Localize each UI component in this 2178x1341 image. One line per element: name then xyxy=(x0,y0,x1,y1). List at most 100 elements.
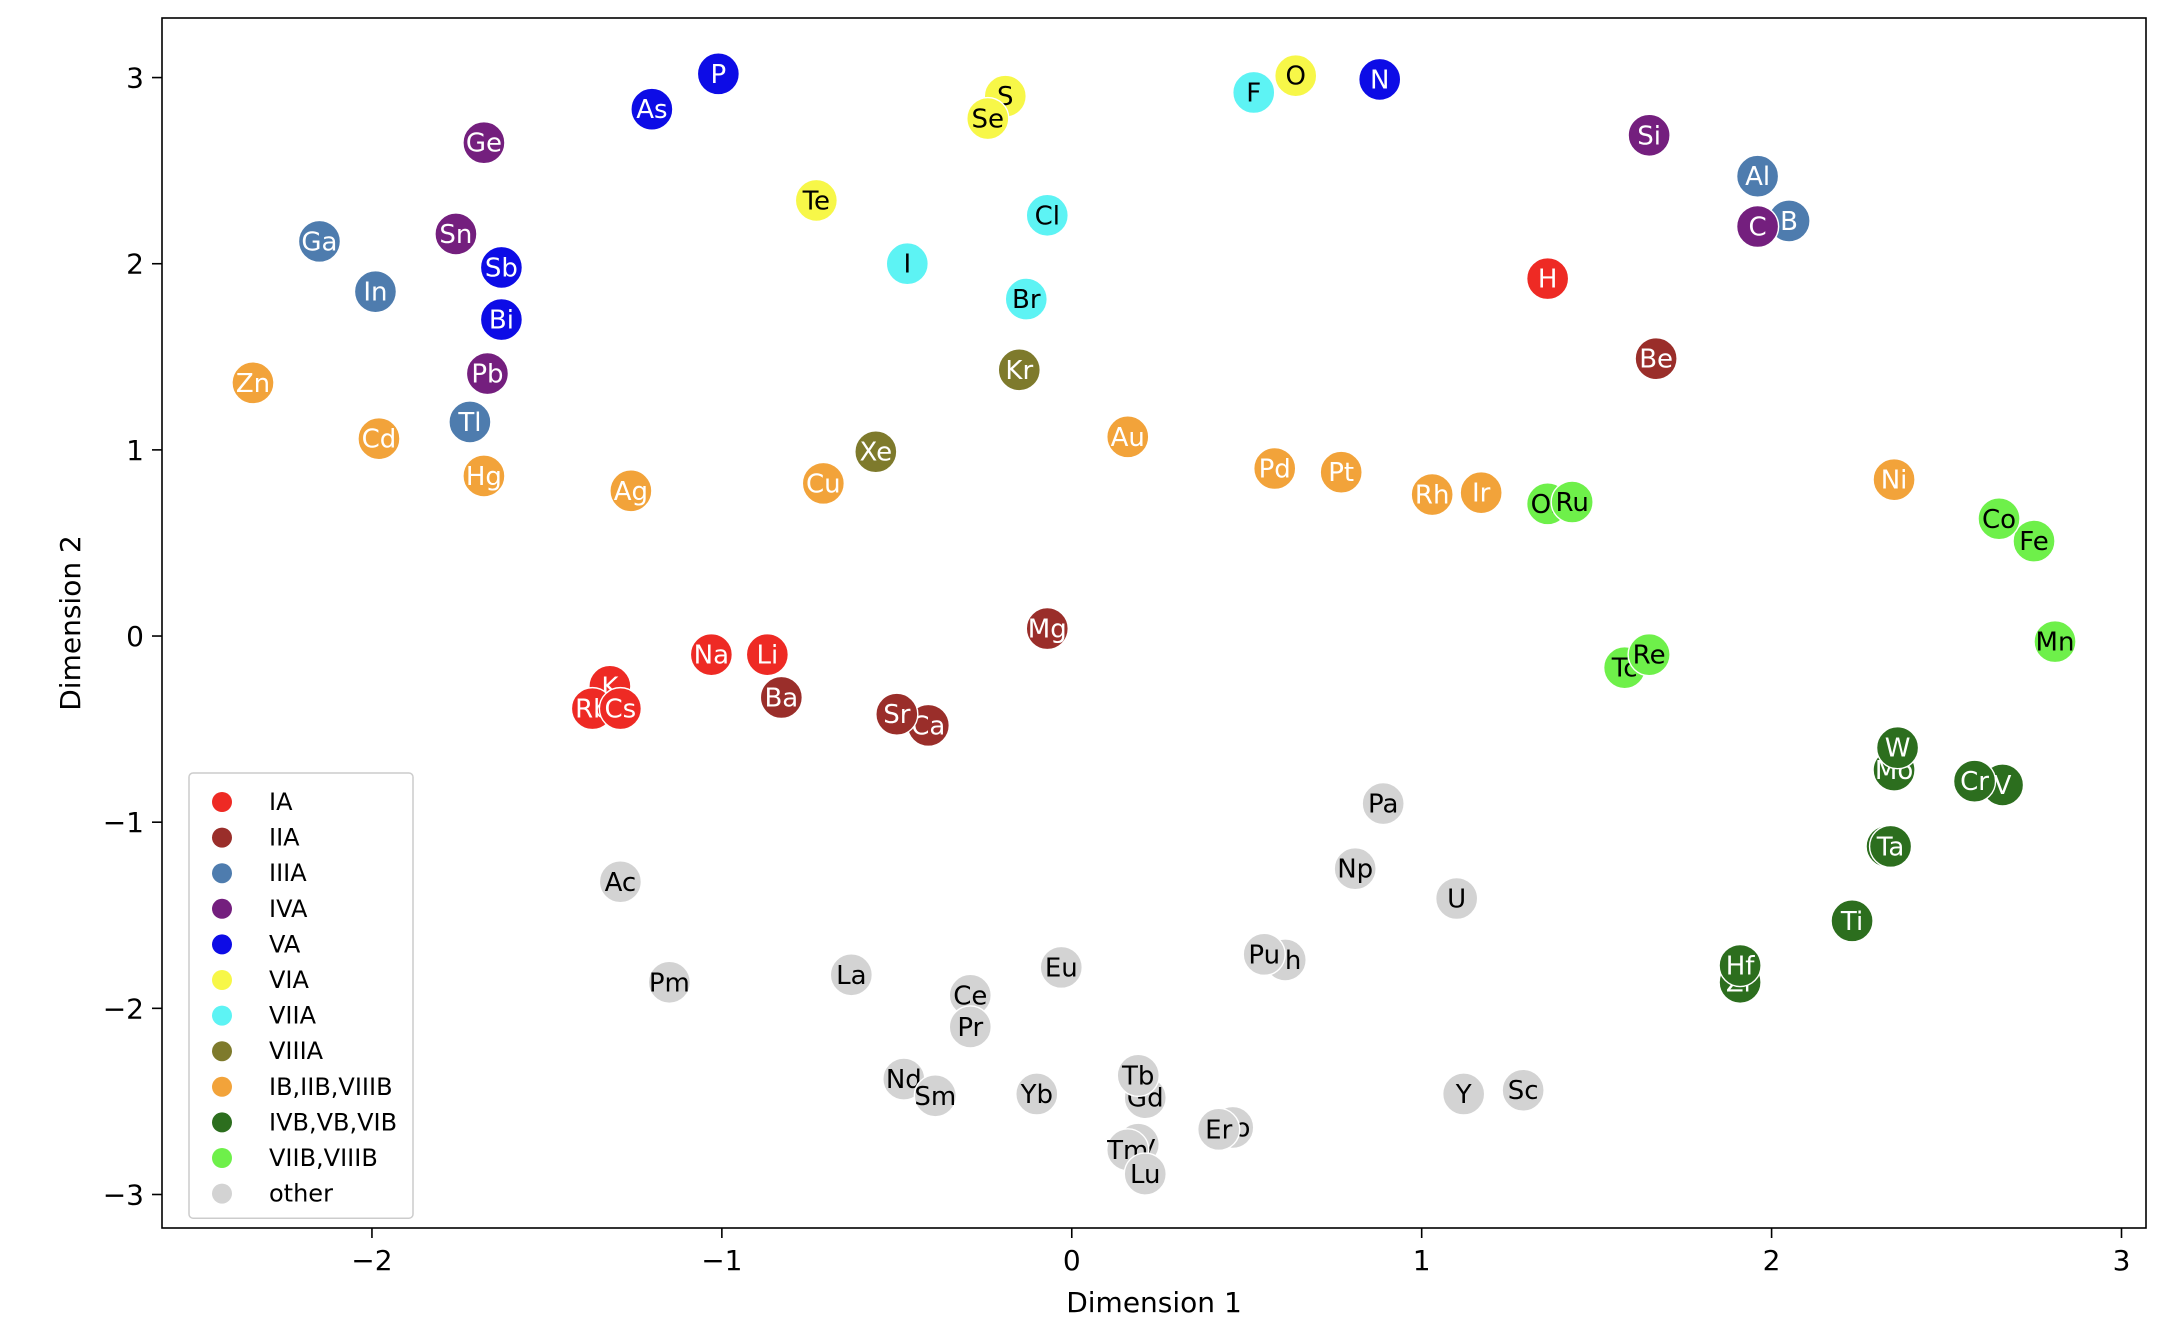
data-point-ag: Ag xyxy=(609,469,653,513)
point-marker xyxy=(1872,457,1916,502)
legend-item: VIIA xyxy=(212,1002,317,1030)
legend-marker xyxy=(212,863,232,884)
point-marker xyxy=(1004,277,1048,321)
point-marker xyxy=(609,469,653,513)
legend-label: IVA xyxy=(269,895,308,923)
data-point-zn: Zn xyxy=(231,361,275,405)
legend-marker xyxy=(212,1183,232,1204)
point-label: H xyxy=(1538,265,1558,295)
legend-label: IA xyxy=(269,788,293,816)
point-marker xyxy=(1253,446,1297,491)
point-label: Ta xyxy=(1876,832,1905,862)
legend-item: IIIA xyxy=(212,859,307,887)
y-tick-label: 3 xyxy=(126,62,144,95)
data-point-tl: Tl xyxy=(448,400,492,444)
legend-label: IB,IIB,VIIIB xyxy=(269,1073,393,1101)
data-point-li: Li xyxy=(745,632,790,677)
data-point-mg: Mg xyxy=(1025,606,1069,651)
point-marker xyxy=(1116,1053,1160,1098)
legend-marker xyxy=(212,1076,232,1097)
data-point-sc: Sc xyxy=(1501,1068,1545,1112)
point-marker xyxy=(1039,945,1083,990)
point-marker xyxy=(1319,450,1363,494)
point-label: Cr xyxy=(1960,767,1989,797)
data-point-cd: Cd xyxy=(357,417,401,461)
y-axis-label: Dimension 2 xyxy=(54,535,87,711)
point-marker xyxy=(854,430,898,474)
point-label: Co xyxy=(1982,505,2016,535)
data-point-y: Y xyxy=(1441,1072,1486,1116)
data-point-xe: Xe xyxy=(854,430,898,474)
point-marker xyxy=(1197,1107,1241,1152)
point-label: Hg xyxy=(466,462,502,492)
point-label: Re xyxy=(1633,641,1666,671)
point-label: La xyxy=(836,961,866,991)
data-point-be: Be xyxy=(1634,336,1678,381)
point-label: C xyxy=(1749,212,1767,242)
data-point-er: Er xyxy=(1197,1107,1241,1152)
y-tick-label: −3 xyxy=(103,1178,144,1211)
point-marker xyxy=(1977,497,2021,541)
point-label: Be xyxy=(1639,345,1673,375)
data-point-pr: Pr xyxy=(948,1005,992,1049)
data-point-pd: Pd xyxy=(1253,446,1297,491)
x-tick-label: 2 xyxy=(1763,1244,1781,1277)
x-axis-label: Dimension 1 xyxy=(1066,1286,1242,1319)
legend-item: IVB,VB,VIB xyxy=(212,1108,397,1136)
point-marker xyxy=(875,692,919,736)
point-marker xyxy=(479,297,524,342)
point-marker xyxy=(1333,847,1377,891)
point-marker xyxy=(948,1005,992,1049)
point-marker xyxy=(1025,606,1069,651)
x-tick-label: 0 xyxy=(1063,1244,1081,1277)
point-marker xyxy=(829,953,874,997)
point-marker xyxy=(598,860,643,904)
point-marker xyxy=(353,269,398,314)
data-point-n: N xyxy=(1357,57,1402,102)
point-marker xyxy=(479,245,524,290)
data-point-cs: Cs xyxy=(598,686,643,731)
point-label: Sr xyxy=(883,700,911,730)
data-point-sm: Sm xyxy=(913,1074,958,1118)
point-marker xyxy=(1627,113,1671,157)
point-label: Eu xyxy=(1045,953,1078,983)
data-point-pm: Pm xyxy=(647,960,692,1004)
point-marker xyxy=(1015,1072,1059,1116)
point-marker xyxy=(1025,193,1069,238)
data-point-hf: Hf xyxy=(1718,943,1762,988)
point-marker xyxy=(465,351,510,396)
point-label: O xyxy=(1285,62,1305,92)
point-label: Li xyxy=(756,641,778,671)
data-point-u: U xyxy=(1434,876,1479,921)
point-marker xyxy=(1434,876,1479,921)
point-label: V xyxy=(1994,771,2012,801)
legend-item: VIIB,VIIIB xyxy=(212,1144,378,1172)
data-point-f: F xyxy=(1232,70,1276,115)
data-point-c: C xyxy=(1735,204,1780,249)
point-label: Ru xyxy=(1555,488,1588,518)
point-label: Yb xyxy=(1020,1080,1053,1110)
point-marker xyxy=(1410,472,1454,517)
point-marker xyxy=(1123,1152,1167,1196)
point-label: Sc xyxy=(1508,1076,1539,1106)
point-marker xyxy=(647,960,692,1004)
legend-label: VIA xyxy=(269,966,309,994)
point-marker xyxy=(759,675,804,720)
legend-item: IA xyxy=(212,788,293,816)
point-marker xyxy=(1868,824,1913,869)
data-point-w: W xyxy=(1875,726,1920,770)
point-label: F xyxy=(1246,78,1261,108)
data-point-te: Te xyxy=(794,178,839,223)
point-label: Hf xyxy=(1726,952,1756,982)
point-label: B xyxy=(1780,207,1798,237)
point-label: Se xyxy=(972,105,1005,135)
data-point-pa: Pa xyxy=(1361,781,1405,826)
x-tick-label: 1 xyxy=(1413,1244,1431,1277)
point-marker xyxy=(1357,57,1402,102)
legend-marker xyxy=(212,827,232,848)
legend-item: IVA xyxy=(212,895,308,923)
data-point-as: As xyxy=(630,87,674,131)
point-marker xyxy=(1501,1068,1545,1112)
legend-label: IVB,VB,VIB xyxy=(269,1108,397,1136)
data-point-in: In xyxy=(353,269,398,314)
